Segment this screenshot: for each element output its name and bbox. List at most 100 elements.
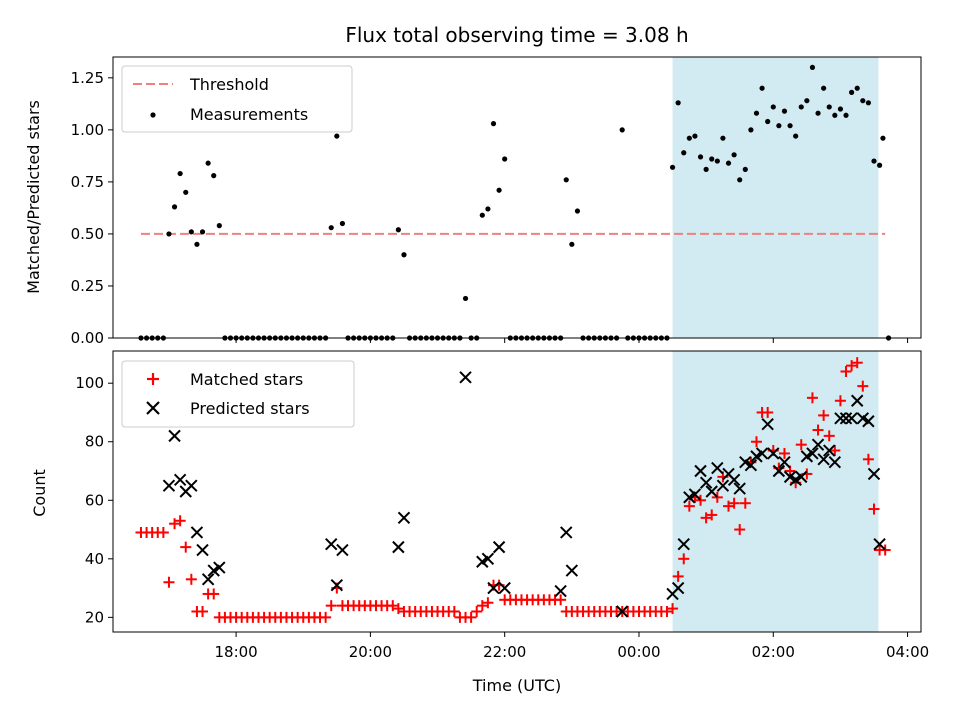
measurement-point (395, 227, 401, 233)
matched-star-point (157, 526, 169, 538)
predicted-marker-b (196, 543, 209, 557)
top-y-tick-label: 0.75 (71, 173, 104, 191)
top-y-axis-label: Matched/Predicted stars (24, 100, 43, 294)
legend-predicted-swatch (146, 401, 160, 415)
predicted-star-point (845, 412, 858, 425)
matched-star-point (683, 500, 695, 512)
predicted-marker-b (705, 485, 718, 498)
measurement-point (502, 156, 508, 162)
measurement-point (837, 106, 844, 112)
bottom-legend: Matched stars Predicted stars (121, 360, 355, 428)
matched-star-point (387, 600, 399, 612)
top-y-tick-label: 0.25 (71, 277, 104, 295)
matched-star-point (762, 406, 774, 418)
measurement-point (720, 135, 726, 141)
matched-star-point (678, 553, 690, 565)
predicted-marker-b (699, 476, 713, 489)
predicted-marker-b (615, 605, 629, 618)
predicted-star-point (817, 453, 830, 466)
matched-star-point (846, 360, 858, 372)
predicted-star-point (162, 479, 176, 492)
chart-title: Flux total observing time = 3.08 h (345, 23, 688, 47)
measurement-point (709, 156, 715, 162)
bottom-legend-box (121, 360, 355, 428)
predicted-marker-b (716, 479, 730, 492)
measurement-point (462, 295, 469, 302)
predicted-star-point (615, 605, 629, 618)
predicted-star-point (828, 456, 842, 469)
measurement-point (177, 170, 183, 177)
matched-star-point (868, 503, 880, 515)
matched-star-point (829, 445, 841, 457)
measurement-point (675, 100, 681, 106)
predicted-marker-b (772, 464, 786, 478)
predicted-marker-b (828, 456, 842, 469)
predicted-star-point (688, 488, 702, 501)
measurement-point (826, 104, 832, 110)
bottom-y-tick-label: 60 (85, 491, 104, 509)
predicted-marker-b (492, 540, 506, 554)
legend-measurements-label: Measurements (190, 105, 308, 124)
measurement-point (737, 177, 743, 183)
top-y-tick-label: 1.00 (71, 121, 104, 139)
x-tick-label: 00:00 (617, 643, 660, 661)
measurement-point (692, 133, 698, 139)
measurement-point (832, 112, 838, 118)
measurement-point (485, 206, 491, 212)
matched-star-point (818, 409, 830, 421)
predicted-marker-b (727, 473, 741, 486)
predicted-marker-b (459, 371, 472, 384)
matched-star-point (667, 603, 679, 615)
measurement-point (865, 100, 872, 106)
measurement-point (804, 98, 810, 104)
predicted-star-point (873, 537, 886, 551)
top-legend-box (121, 65, 353, 133)
predicted-star-point (201, 573, 215, 586)
matched-star-point (672, 570, 684, 582)
predicted-star-point (492, 540, 506, 554)
bottom-y-axis: 20 40 60 80 100 (75, 374, 113, 626)
measurement-point (798, 104, 804, 110)
measurement-point (339, 220, 346, 227)
measurement-point (479, 212, 485, 218)
predicted-marker-b (671, 581, 685, 595)
x-tick-label: 18:00 (214, 643, 257, 661)
predicted-marker-b (845, 412, 858, 425)
bottom-y-tick-label: 80 (85, 433, 104, 451)
predicted-star-point (767, 447, 780, 460)
predicted-star-point (330, 578, 344, 592)
predicted-marker-b (162, 479, 176, 492)
top-y-axis: 0.00 0.25 0.50 0.75 1.00 1.25 (71, 69, 113, 347)
predicted-marker-b (767, 447, 780, 460)
measurement-point (748, 127, 754, 133)
predicted-marker-b (856, 412, 870, 425)
bottom-y-tick-label: 20 (85, 608, 104, 626)
predicted-star-point (806, 447, 819, 460)
matched-star-point (711, 491, 723, 503)
bottom-plot-frame (112, 350, 922, 633)
measurement-point (753, 110, 760, 116)
measurement-point (205, 160, 211, 166)
matched-star-point (180, 541, 192, 553)
predicted-star-point (705, 485, 718, 498)
predicted-marker-b (817, 453, 830, 466)
predicted-marker-b (783, 470, 797, 484)
matched-star-point (320, 611, 332, 623)
legend-matched-swatch (147, 373, 159, 385)
predicted-star-point (711, 461, 724, 475)
predicted-marker-b (330, 578, 344, 592)
predicted-marker-b (744, 458, 758, 472)
measurement-point (776, 123, 782, 129)
predicted-star-point (716, 479, 730, 492)
predicted-marker-b (336, 543, 349, 557)
predicted-marker-b (761, 417, 774, 431)
legend-threshold-label: Threshold (189, 75, 269, 94)
legend-measurements-swatch (150, 112, 156, 118)
predicted-star-point (392, 540, 405, 554)
measurement-point (714, 158, 720, 164)
matched-star-point (465, 611, 477, 623)
matched-star-point (778, 447, 790, 459)
top-y-tick-label: 1.25 (71, 69, 104, 87)
measurement-point (166, 231, 172, 237)
measurement-point (194, 241, 200, 247)
